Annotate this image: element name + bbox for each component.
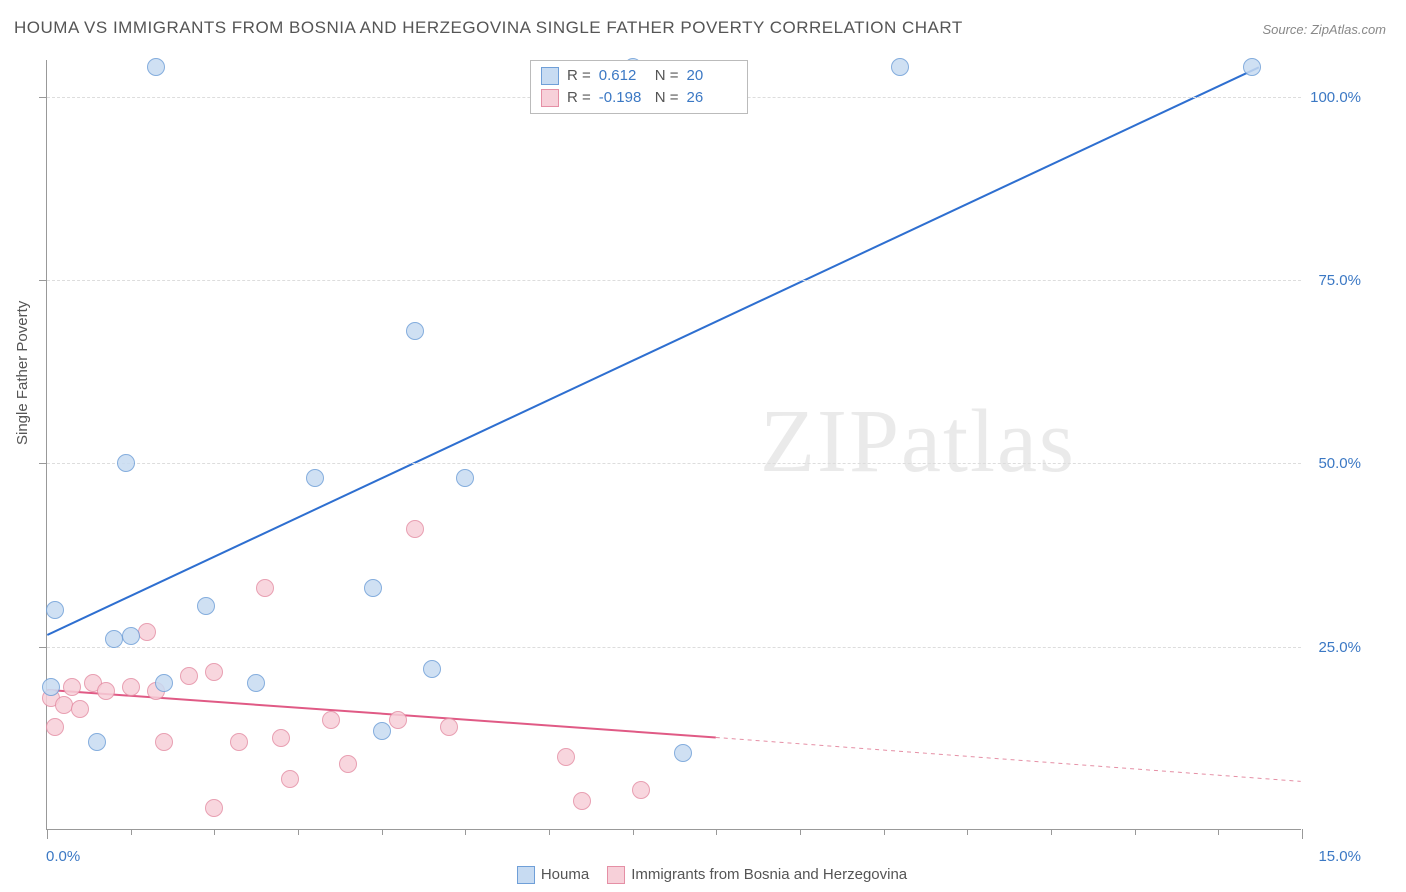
data-point bbox=[230, 733, 248, 751]
data-point bbox=[122, 627, 140, 645]
data-point bbox=[180, 667, 198, 685]
n-value: 20 bbox=[687, 65, 735, 87]
data-point bbox=[891, 58, 909, 76]
trend-line-extension bbox=[716, 737, 1301, 781]
data-point bbox=[42, 678, 60, 696]
data-point bbox=[389, 711, 407, 729]
data-point bbox=[272, 729, 290, 747]
data-point bbox=[557, 748, 575, 766]
data-point bbox=[105, 630, 123, 648]
data-point bbox=[88, 733, 106, 751]
data-point bbox=[406, 322, 424, 340]
data-point bbox=[55, 696, 73, 714]
trend-lines-svg bbox=[47, 60, 1301, 829]
y-tick-label: 75.0% bbox=[1318, 272, 1361, 289]
gridline bbox=[47, 280, 1301, 281]
data-point bbox=[406, 520, 424, 538]
data-point bbox=[247, 674, 265, 692]
x-tick bbox=[382, 829, 383, 835]
data-point bbox=[197, 597, 215, 615]
n-label: N = bbox=[655, 65, 679, 87]
trend-line bbox=[47, 67, 1259, 635]
legend-swatch bbox=[541, 89, 559, 107]
legend-swatch bbox=[541, 67, 559, 85]
data-point bbox=[46, 601, 64, 619]
n-label: N = bbox=[655, 87, 679, 109]
data-point bbox=[155, 733, 173, 751]
y-tick bbox=[39, 463, 47, 464]
data-point bbox=[456, 469, 474, 487]
x-tick bbox=[884, 829, 885, 835]
data-point bbox=[322, 711, 340, 729]
data-point bbox=[281, 770, 299, 788]
correlation-legend: R = 0.612 N = 20 R = -0.198 N = 26 bbox=[530, 60, 748, 114]
data-point bbox=[46, 718, 64, 736]
data-point bbox=[147, 58, 165, 76]
data-point bbox=[306, 469, 324, 487]
chart-title: HOUMA VS IMMIGRANTS FROM BOSNIA AND HERZ… bbox=[14, 18, 963, 38]
r-value: 0.612 bbox=[599, 65, 647, 87]
x-tick bbox=[1302, 829, 1303, 839]
series-legend: Houma Immigrants from Bosnia and Herzegov… bbox=[0, 866, 1406, 884]
x-tick bbox=[1135, 829, 1136, 835]
x-tick-label: 15.0% bbox=[1318, 848, 1361, 865]
r-label: R = bbox=[567, 87, 591, 109]
x-tick bbox=[967, 829, 968, 835]
r-value: -0.198 bbox=[599, 87, 647, 109]
legend-row: R = -0.198 N = 26 bbox=[541, 87, 735, 109]
x-tick bbox=[131, 829, 132, 835]
y-tick-label: 50.0% bbox=[1318, 455, 1361, 472]
data-point bbox=[373, 722, 391, 740]
chart-plot-area bbox=[46, 60, 1301, 830]
data-point bbox=[205, 799, 223, 817]
x-tick bbox=[465, 829, 466, 835]
y-tick-label: 25.0% bbox=[1318, 639, 1361, 656]
data-point bbox=[63, 678, 81, 696]
x-tick bbox=[1051, 829, 1052, 835]
data-point bbox=[674, 744, 692, 762]
n-value: 26 bbox=[687, 87, 735, 109]
x-tick bbox=[633, 829, 634, 835]
x-tick bbox=[298, 829, 299, 835]
data-point bbox=[256, 579, 274, 597]
x-tick-label: 0.0% bbox=[46, 848, 80, 865]
x-tick bbox=[800, 829, 801, 835]
y-tick bbox=[39, 647, 47, 648]
x-tick bbox=[214, 829, 215, 835]
data-point bbox=[423, 660, 441, 678]
data-point bbox=[440, 718, 458, 736]
data-point bbox=[364, 579, 382, 597]
data-point bbox=[339, 755, 357, 773]
legend-row: R = 0.612 N = 20 bbox=[541, 65, 735, 87]
x-tick bbox=[47, 829, 48, 839]
data-point bbox=[632, 781, 650, 799]
data-point bbox=[122, 678, 140, 696]
x-tick bbox=[1218, 829, 1219, 835]
legend-swatch bbox=[607, 866, 625, 884]
x-tick bbox=[549, 829, 550, 835]
legend-swatch bbox=[517, 866, 535, 884]
data-point bbox=[573, 792, 591, 810]
data-point bbox=[71, 700, 89, 718]
data-point bbox=[117, 454, 135, 472]
y-tick bbox=[39, 280, 47, 281]
data-point bbox=[205, 663, 223, 681]
gridline bbox=[47, 647, 1301, 648]
y-axis-label: Single Father Poverty bbox=[14, 301, 31, 445]
gridline bbox=[47, 463, 1301, 464]
y-tick bbox=[39, 97, 47, 98]
r-label: R = bbox=[567, 65, 591, 87]
data-point bbox=[1243, 58, 1261, 76]
source-attribution: Source: ZipAtlas.com bbox=[1262, 22, 1386, 37]
data-point bbox=[97, 682, 115, 700]
data-point bbox=[155, 674, 173, 692]
legend-series-name: Houma bbox=[541, 866, 589, 883]
y-tick-label: 100.0% bbox=[1310, 89, 1361, 106]
legend-series-name: Immigrants from Bosnia and Herzegovina bbox=[631, 866, 907, 883]
x-tick bbox=[716, 829, 717, 835]
data-point bbox=[138, 623, 156, 641]
